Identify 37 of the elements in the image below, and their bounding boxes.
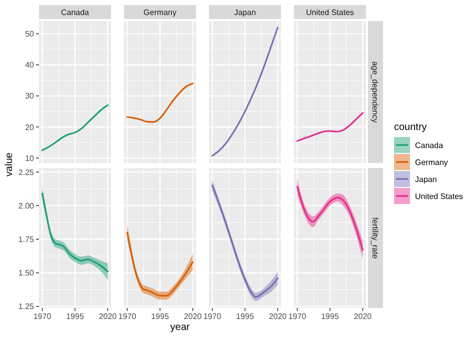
x-tick-label: 1995 xyxy=(151,312,170,321)
legend-label: United States xyxy=(415,192,464,201)
chart-title: Canada xyxy=(60,8,90,17)
y-tick-label: 40 xyxy=(25,60,35,70)
x-tick-label: 1995 xyxy=(236,312,254,321)
y-tick-label: 50 xyxy=(25,30,35,39)
line-series xyxy=(41,104,109,152)
legend-label: Japan xyxy=(415,174,437,184)
y-tick-label: 20 xyxy=(25,122,35,132)
x-tick-label: 2020 xyxy=(184,312,202,321)
line-series xyxy=(41,192,109,272)
legend-title: country xyxy=(394,122,427,133)
y2-axis-title: age_dependency xyxy=(370,61,380,123)
x-tick-label: 2020 xyxy=(268,312,288,321)
x-tick-label: 1970 xyxy=(118,312,137,321)
y-tick-label: 2.00 xyxy=(18,201,35,210)
x-tick-label: 1970 xyxy=(33,312,52,321)
x-tick-label: 2020 xyxy=(98,312,118,321)
x-tick-label: 1970 xyxy=(288,312,307,321)
y-tick-label: 1.50 xyxy=(18,268,35,278)
y2-axis-title: fertility_rate xyxy=(370,217,380,260)
x-tick-label: 1970 xyxy=(203,312,222,321)
x-axis-title: year xyxy=(170,322,190,333)
chart-title: Germany xyxy=(144,8,176,17)
chart-title: United States xyxy=(306,8,354,17)
y-tick-label: 1.25 xyxy=(18,302,35,312)
y-tick-label: 2.25 xyxy=(18,168,35,177)
y-tick-label: 1.75 xyxy=(18,235,35,244)
y-tick-label: 10 xyxy=(25,154,35,163)
legend-label: Canada xyxy=(415,140,444,150)
legend-label: Germany xyxy=(415,158,448,167)
x-tick-label: 1995 xyxy=(321,312,340,321)
x-tick-label: 1995 xyxy=(66,312,84,321)
x-tick-label: 2020 xyxy=(354,312,372,321)
y-axis-title: value xyxy=(4,152,15,176)
chart-title: Japan xyxy=(234,8,256,17)
y-tick-label: 30 xyxy=(25,92,35,101)
